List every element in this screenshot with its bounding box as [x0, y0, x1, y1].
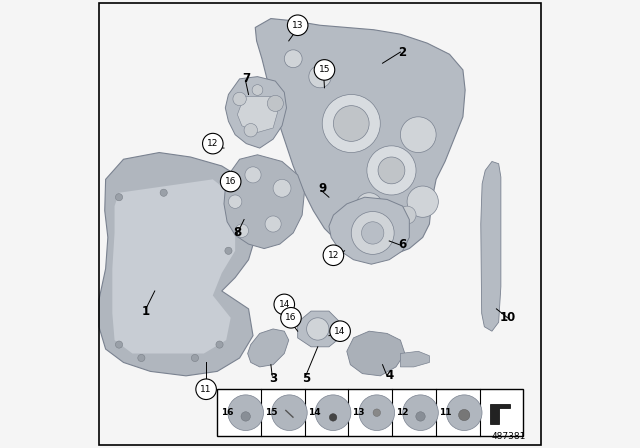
Polygon shape — [347, 331, 405, 376]
Circle shape — [446, 395, 482, 431]
Circle shape — [196, 379, 216, 400]
Text: 13: 13 — [292, 21, 303, 30]
Polygon shape — [490, 404, 510, 424]
Text: 10: 10 — [499, 311, 516, 324]
Circle shape — [316, 395, 351, 431]
Circle shape — [374, 229, 390, 246]
Circle shape — [323, 245, 344, 266]
Text: 1: 1 — [141, 305, 150, 318]
Text: 6: 6 — [399, 237, 407, 250]
Circle shape — [265, 216, 281, 232]
Circle shape — [333, 106, 369, 142]
Polygon shape — [224, 155, 305, 249]
Circle shape — [160, 189, 167, 196]
Circle shape — [228, 395, 264, 431]
Circle shape — [322, 95, 380, 152]
Circle shape — [115, 194, 123, 201]
Text: 14: 14 — [278, 300, 290, 309]
Circle shape — [284, 50, 302, 68]
Text: 14: 14 — [335, 327, 346, 336]
Circle shape — [416, 412, 425, 421]
Circle shape — [228, 195, 242, 208]
Circle shape — [330, 414, 337, 421]
Text: 16: 16 — [221, 408, 234, 417]
Circle shape — [268, 95, 284, 112]
Circle shape — [273, 179, 291, 197]
Text: 12: 12 — [396, 408, 408, 417]
Text: 12: 12 — [207, 139, 218, 148]
Text: 4: 4 — [385, 369, 394, 382]
Circle shape — [330, 321, 350, 341]
Circle shape — [356, 193, 383, 220]
Circle shape — [359, 395, 395, 431]
Circle shape — [459, 409, 470, 421]
Text: 14: 14 — [308, 408, 321, 417]
Circle shape — [407, 186, 438, 217]
Text: 11: 11 — [440, 408, 452, 417]
Polygon shape — [401, 351, 429, 367]
Circle shape — [216, 341, 223, 348]
Circle shape — [138, 354, 145, 362]
Circle shape — [115, 341, 123, 348]
Text: 2: 2 — [399, 46, 406, 59]
Circle shape — [281, 307, 301, 328]
Circle shape — [392, 222, 405, 235]
Text: 3: 3 — [269, 371, 277, 384]
Circle shape — [309, 65, 331, 88]
Polygon shape — [255, 18, 465, 258]
Circle shape — [252, 85, 263, 95]
Text: 15: 15 — [319, 65, 330, 74]
Circle shape — [314, 60, 335, 80]
Circle shape — [225, 182, 232, 190]
Text: 12: 12 — [328, 251, 339, 260]
Polygon shape — [113, 179, 235, 353]
Circle shape — [233, 92, 246, 106]
Circle shape — [271, 395, 307, 431]
Circle shape — [367, 146, 416, 195]
Polygon shape — [237, 97, 278, 133]
Text: 16: 16 — [285, 313, 297, 322]
Polygon shape — [248, 329, 289, 367]
Polygon shape — [298, 311, 340, 347]
Text: 15: 15 — [264, 408, 277, 417]
Text: 11: 11 — [200, 385, 212, 394]
Polygon shape — [225, 77, 287, 148]
Polygon shape — [99, 152, 257, 376]
Circle shape — [220, 171, 241, 192]
Circle shape — [244, 124, 257, 137]
Circle shape — [362, 222, 384, 244]
Text: 16: 16 — [225, 177, 236, 186]
Circle shape — [287, 15, 308, 35]
Circle shape — [373, 409, 381, 417]
Circle shape — [401, 117, 436, 152]
Bar — [217, 389, 524, 436]
Text: 9: 9 — [318, 182, 326, 195]
Text: 13: 13 — [352, 408, 364, 417]
Circle shape — [241, 412, 250, 421]
Circle shape — [245, 167, 261, 183]
Circle shape — [202, 134, 223, 154]
Polygon shape — [329, 197, 410, 264]
Circle shape — [191, 354, 198, 362]
Circle shape — [307, 318, 329, 340]
Text: 487381: 487381 — [491, 431, 525, 441]
Circle shape — [351, 211, 394, 254]
Circle shape — [235, 224, 248, 237]
Polygon shape — [481, 161, 501, 331]
Text: 7: 7 — [243, 72, 250, 86]
Circle shape — [403, 395, 438, 431]
Circle shape — [378, 157, 405, 184]
Circle shape — [398, 206, 416, 224]
Circle shape — [225, 247, 232, 254]
Circle shape — [274, 294, 294, 314]
Text: 5: 5 — [303, 371, 311, 384]
Text: 8: 8 — [233, 226, 241, 239]
